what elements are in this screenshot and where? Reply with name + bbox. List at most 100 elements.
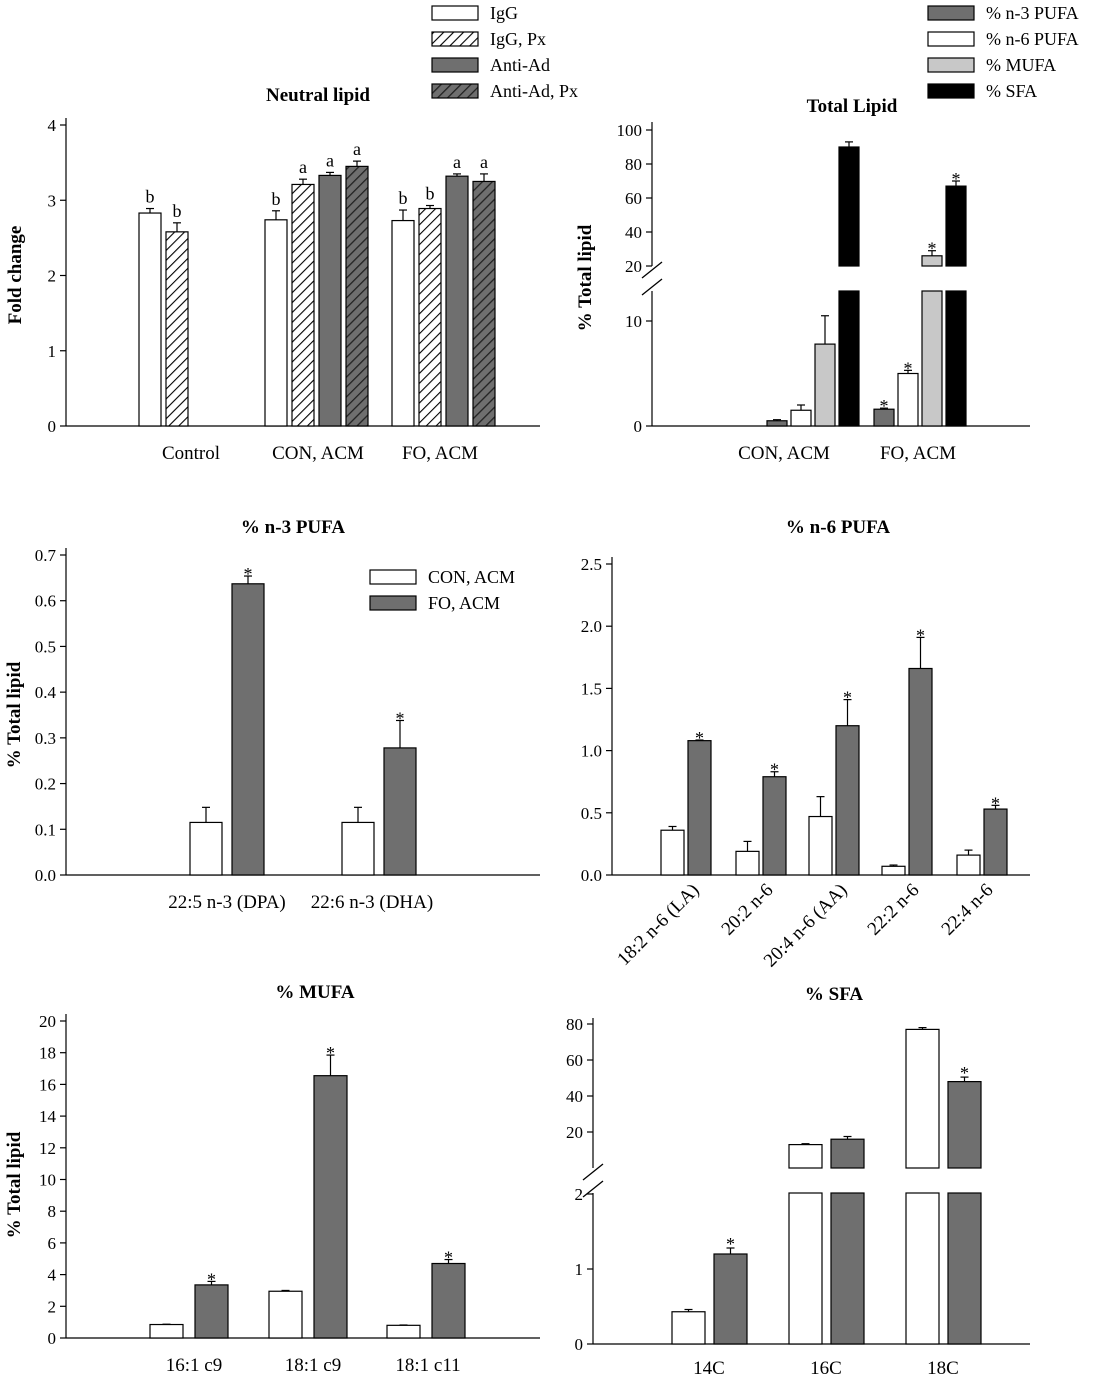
n3-title: % n-3 PUFA bbox=[241, 517, 345, 538]
mufa-ylabel: % Total lipid bbox=[4, 1131, 25, 1238]
n3-ytick-label-0-3: 0.3 bbox=[35, 729, 56, 748]
n3-ytick-label-0-7: 0.7 bbox=[35, 546, 57, 565]
mufa-ytick-label-4: 4 bbox=[48, 1266, 57, 1285]
n3-ytick-label-0-4: 0.4 bbox=[35, 683, 57, 702]
neutral-bar-igg-control bbox=[138, 212, 162, 427]
sfa-title: % SFA bbox=[805, 984, 864, 1005]
neutral-category-label-fo-acm: FO, ACM bbox=[402, 443, 478, 464]
neutral-sig-label-anti-ad-con-acm: a bbox=[326, 150, 334, 170]
n6-bar-fo-acm-18-2-n-6-la bbox=[687, 740, 712, 876]
mufa-ytick-label-18: 18 bbox=[39, 1044, 56, 1063]
n6-bar-con-acm-22-4-n-6 bbox=[956, 854, 981, 876]
n6-ytick-label-0-0: 0.0 bbox=[581, 866, 602, 885]
sfa-category-label-14c: 14C bbox=[693, 1358, 725, 1379]
neutral-bar-igg-px-con-acm bbox=[291, 183, 315, 427]
legend-swatch-fo-acm bbox=[369, 595, 417, 611]
neutral-sig-label-anti-ad-px-fo-acm: a bbox=[480, 152, 488, 172]
total-bar-n-3-pufa-con-acm bbox=[766, 420, 788, 427]
panel-total-lipid: Total Lipid % Total lipid % n-3 PUFA % n… bbox=[575, 3, 1079, 331]
neutral-sig-label-igg-px-control: b bbox=[173, 201, 182, 221]
sfa-ytick-label-2: 2 bbox=[575, 1185, 584, 1204]
neutral-sig-label-anti-ad-px-con-acm: a bbox=[353, 139, 361, 159]
mufa-ytick-label-0: 0 bbox=[48, 1329, 57, 1348]
n6-category-label-18-2-n-6-la: 18:2 n-6 (LA) bbox=[613, 880, 703, 970]
n3-ytick-label-0-1: 0.1 bbox=[35, 820, 56, 839]
total-axis-break-upper bbox=[641, 261, 663, 279]
sfa-ytick-label-20: 20 bbox=[566, 1123, 583, 1142]
panel-sfa: % SFA bbox=[805, 984, 864, 1005]
n3-ytick-label-0-2: 0.2 bbox=[35, 775, 56, 794]
legend-label-anti-ad: Anti-Ad bbox=[490, 55, 550, 75]
n6-category-label-22-4-n-6: 22:4 n-6 bbox=[938, 880, 998, 940]
neutral-legend: IgG IgG, Px Anti-Ad Anti-Ad, Px bbox=[431, 3, 578, 101]
legend-swatch-mufa bbox=[927, 57, 975, 73]
total-sig-label-mufa-fo-acm: * bbox=[928, 239, 937, 259]
neutral-ytick-label-0: 0 bbox=[48, 417, 57, 436]
mufa-bar-fo-acm-18-1-c9 bbox=[313, 1075, 348, 1339]
mufa-category-label-18-1-c11: 18:1 c11 bbox=[395, 1355, 460, 1376]
mufa-ytick-label-10: 10 bbox=[39, 1171, 56, 1190]
panel-mufa: % MUFA % Total lipid bbox=[4, 982, 355, 1238]
neutral-ytick-label-3: 3 bbox=[48, 191, 57, 210]
total-ylabel: % Total lipid bbox=[575, 224, 596, 331]
sfa-category-label-16c: 16C bbox=[810, 1358, 842, 1379]
mufa-bar-con-acm-18-1-c11 bbox=[386, 1324, 421, 1339]
n6-ytick-label-1-0: 1.0 bbox=[581, 742, 602, 761]
legend-swatch-igg-px bbox=[431, 31, 479, 47]
neutral-bar-igg-px-control bbox=[165, 231, 189, 427]
neutral-bar-anti-ad-px-fo-acm bbox=[472, 180, 496, 427]
legend-label-anti-ad-px: Anti-Ad, Px bbox=[490, 81, 578, 101]
sfa-bar-fo-acm-18c-lower bbox=[947, 1192, 982, 1345]
panel-n6-pufa: % n-6 PUFA bbox=[786, 517, 890, 538]
total-ytick-label-80: 80 bbox=[625, 155, 642, 174]
total-ytick-label-100: 100 bbox=[617, 121, 643, 140]
mufa-bar-con-acm-16-1-c9 bbox=[149, 1323, 184, 1339]
n3-ylabel: % Total lipid bbox=[4, 661, 25, 768]
n6-ytick-label-1-5: 1.5 bbox=[581, 679, 602, 698]
total-ytick-label-60: 60 bbox=[625, 189, 642, 208]
n6-sig-label-fo-acm-20-4-n-6-aa: * bbox=[843, 688, 852, 708]
n6-category-label-22-2-n-6: 22:2 n-6 bbox=[864, 880, 924, 940]
total-bar-n-6-pufa-fo-acm bbox=[897, 372, 919, 427]
mufa-bar-fo-acm-16-1-c9 bbox=[194, 1284, 229, 1339]
n6-title: % n-6 PUFA bbox=[786, 517, 890, 538]
legend-label-fo-acm: FO, ACM bbox=[428, 593, 500, 613]
n6-ytick-label-0-5: 0.5 bbox=[581, 804, 602, 823]
n3-ytick-label-0-6: 0.6 bbox=[35, 592, 56, 611]
neutral-bar-igg-px-fo-acm bbox=[418, 207, 442, 427]
mufa-sig-label-fo-acm-18-1-c9: * bbox=[326, 1043, 335, 1063]
mufa-category-label-18-1-c9: 18:1 c9 bbox=[285, 1355, 341, 1376]
sfa-sig-label-fo-acm-14c: * bbox=[726, 1234, 735, 1254]
neutral-sig-label-igg-px-con-acm: a bbox=[299, 157, 307, 177]
sfa-bar-fo-acm-16c-lower bbox=[830, 1192, 865, 1345]
n3-bar-fo-acm-22-5-n-3-dpa bbox=[231, 583, 265, 876]
legend-swatch-con-acm bbox=[369, 569, 417, 585]
neutral-bar-igg-fo-acm bbox=[391, 219, 415, 427]
sfa-category-label-18c: 18C bbox=[927, 1358, 959, 1379]
total-bar-mufa-con-acm bbox=[814, 343, 836, 427]
total-bar-sfa-con-acm bbox=[838, 146, 860, 267]
mufa-sig-label-fo-acm-16-1-c9: * bbox=[207, 1269, 216, 1289]
n6-bar-fo-acm-22-2-n-6 bbox=[908, 667, 933, 876]
n6-bar-fo-acm-20-2-n-6 bbox=[762, 776, 787, 876]
sfa-bar-con-acm-16c bbox=[788, 1143, 823, 1169]
sfa-bar-fo-acm-14c bbox=[713, 1253, 748, 1345]
neutral-sig-label-igg-con-acm: b bbox=[272, 189, 281, 209]
total-sig-label-n-6-pufa-fo-acm: * bbox=[904, 358, 913, 378]
neutral-sig-label-anti-ad-fo-acm: a bbox=[453, 152, 461, 172]
mufa-ytick-label-6: 6 bbox=[48, 1234, 57, 1253]
total-ytick-label-20: 20 bbox=[625, 257, 642, 276]
legend-label-n6: % n-6 PUFA bbox=[986, 29, 1079, 49]
legend-swatch-n3 bbox=[927, 5, 975, 21]
neutral-sig-label-igg-fo-acm: b bbox=[399, 188, 408, 208]
sfa-axis-break-lower bbox=[582, 1180, 604, 1198]
sfa-sig-label-fo-acm-18c: * bbox=[960, 1063, 969, 1083]
neutral-sig-label-igg-control: b bbox=[146, 187, 155, 207]
neutral-bar-igg-con-acm bbox=[264, 219, 288, 427]
n6-ytick-label-2-0: 2.0 bbox=[581, 617, 602, 636]
total-bar-sfa-fo-acm bbox=[945, 185, 967, 267]
mufa-ytick-label-2: 2 bbox=[48, 1297, 57, 1316]
total-bar-sfa-con-acm-lower bbox=[838, 290, 860, 427]
sfa-bar-fo-acm-16c bbox=[830, 1138, 865, 1169]
